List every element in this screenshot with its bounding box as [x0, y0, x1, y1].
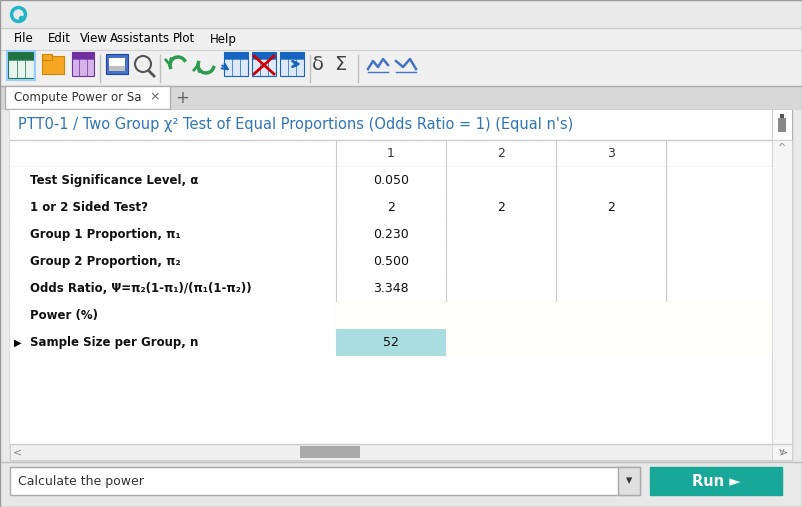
Bar [10, 356, 772, 444]
Text: +: + [175, 89, 189, 107]
Bar [618, 467, 640, 495]
Bar [666, 302, 772, 329]
Text: Test Significance Level, α: Test Significance Level, α [30, 174, 198, 187]
Bar [0, 0, 802, 28]
Bar [772, 140, 792, 460]
Bar [772, 302, 792, 329]
Text: δ: δ [312, 54, 324, 74]
Text: Group 1 Proportion, π₁: Group 1 Proportion, π₁ [30, 228, 180, 241]
Bar [72, 52, 94, 76]
Text: >: > [780, 447, 788, 457]
Bar [772, 329, 792, 356]
Bar [42, 54, 52, 60]
Text: View: View [80, 32, 108, 46]
Bar [5, 86, 170, 109]
Bar [109, 58, 125, 68]
Bar [10, 167, 772, 194]
Text: Odds Ratio, Ψ=π₂(1-π₁)/(π₁(1-π₂)): Odds Ratio, Ψ=π₂(1-π₁)/(π₁(1-π₂)) [30, 282, 252, 295]
Bar [10, 302, 772, 329]
Text: 1: 1 [387, 147, 395, 160]
Text: PTT0-1 / Two Group χ² Test of Equal Proportions (Odds Ratio = 1) (Equal n's): PTT0-1 / Two Group χ² Test of Equal Prop… [18, 118, 573, 132]
Bar [10, 110, 792, 460]
Bar [42, 56, 64, 74]
Bar [10, 140, 792, 167]
Bar [0, 28, 802, 50]
Text: <: < [14, 447, 22, 457]
Bar [336, 329, 446, 356]
Bar [252, 52, 276, 76]
Bar [10, 467, 640, 495]
Text: 0.230: 0.230 [373, 228, 409, 241]
Bar [106, 54, 128, 74]
Bar [10, 221, 772, 248]
Text: 3.348: 3.348 [373, 282, 409, 295]
Text: ▾: ▾ [626, 475, 632, 488]
Text: ⎯: ⎯ [779, 119, 786, 131]
Bar [772, 221, 792, 248]
Text: Power (%): Power (%) [30, 309, 98, 322]
Text: ^: ^ [778, 143, 786, 153]
Bar [224, 52, 248, 76]
Bar [72, 52, 94, 59]
Text: 1 or 2 Sided Test?: 1 or 2 Sided Test? [30, 201, 148, 214]
Bar [0, 86, 802, 110]
Text: ▶: ▶ [14, 338, 22, 347]
Text: 2: 2 [497, 147, 505, 160]
Text: 2: 2 [607, 201, 615, 214]
Bar [780, 114, 784, 118]
Text: 0.050: 0.050 [373, 174, 409, 187]
Text: 2: 2 [497, 201, 505, 214]
Bar [7, 51, 35, 80]
Text: Sample Size per Group, n: Sample Size per Group, n [30, 336, 198, 349]
Bar [280, 52, 304, 59]
Bar [772, 167, 792, 194]
Text: 2: 2 [387, 201, 395, 214]
Text: 52: 52 [383, 336, 399, 349]
Bar [10, 329, 772, 356]
Bar [556, 329, 666, 356]
Bar [8, 52, 34, 78]
Bar [224, 52, 248, 59]
Text: Calculate the power: Calculate the power [18, 475, 144, 488]
Bar [772, 194, 792, 221]
Text: Σ: Σ [334, 54, 346, 74]
Bar [10, 275, 772, 302]
Text: Assistants: Assistants [110, 32, 170, 46]
Bar [10, 194, 772, 221]
Text: 0.500: 0.500 [373, 255, 409, 268]
Text: Edit: Edit [48, 32, 71, 46]
Bar [10, 444, 792, 460]
Bar [666, 329, 772, 356]
Bar [336, 302, 446, 329]
Bar [772, 275, 792, 302]
Text: File: File [14, 32, 34, 46]
Bar [446, 302, 556, 329]
Bar [10, 110, 792, 140]
Bar [280, 52, 304, 76]
Text: v: v [779, 447, 785, 457]
Bar [10, 248, 772, 275]
Bar [556, 302, 666, 329]
Bar [8, 52, 34, 60]
Bar [650, 467, 782, 495]
Bar [252, 52, 276, 59]
Bar [109, 66, 125, 71]
Text: Help: Help [210, 32, 237, 46]
Text: 3: 3 [607, 147, 615, 160]
Bar [300, 446, 360, 458]
Bar [778, 118, 786, 132]
Text: Group 2 Proportion, π₂: Group 2 Proportion, π₂ [30, 255, 180, 268]
Bar [772, 248, 792, 275]
Bar [0, 462, 802, 507]
Text: Plot: Plot [173, 32, 195, 46]
Text: Run ►: Run ► [692, 474, 740, 489]
Text: Compute Power or Sa: Compute Power or Sa [14, 91, 141, 104]
Bar [446, 329, 556, 356]
Text: ×: × [150, 91, 160, 103]
Bar [0, 50, 802, 86]
